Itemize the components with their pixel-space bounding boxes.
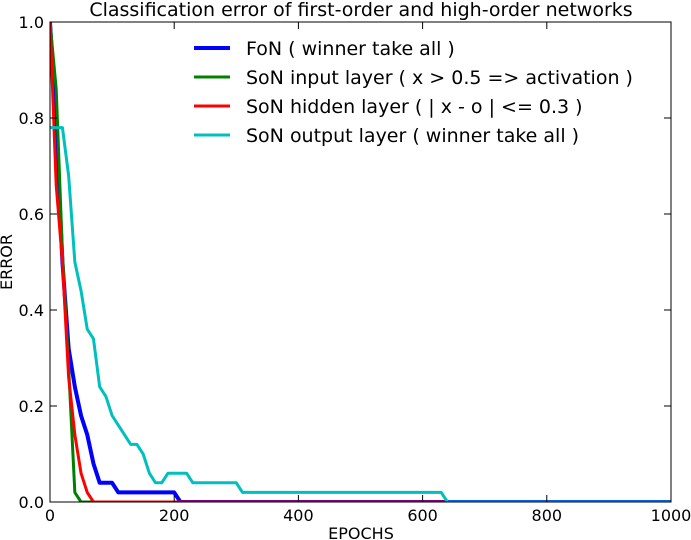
y-tick-label: 0.0 [19,493,44,512]
x-axis-title: EPOCHS [328,524,394,540]
series-line-2 [50,22,671,502]
x-tick-label: 1000 [651,506,691,525]
legend-label-1: FoN ( winner take all ) [246,38,455,60]
y-tick-label: 1.0 [19,13,44,32]
x-tick-label: 800 [532,506,563,525]
x-tick-label: 400 [283,506,314,525]
legend-label-2: SoN input layer ( x > 0.5 => activation … [246,67,633,89]
series-lines [50,22,671,502]
x-tick-label: 0 [45,506,55,525]
y-axis-title: ERROR [0,234,16,290]
series-line-3 [50,22,671,502]
y-tick-label: 0.4 [19,301,44,320]
y-tick-label: 0.6 [19,205,44,224]
series-line-1 [50,22,671,502]
y-tick-label: 0.2 [19,397,44,416]
x-tick-label: 600 [407,506,438,525]
y-tick-label: 0.8 [19,109,44,128]
legend: FoN ( winner take all ) SoN input layer (… [194,38,633,147]
plot-area: 0 200 400 600 800 1000 0.0 0.2 0.4 0.6 0.8 1.0 [19,13,691,525]
x-tick-label: 200 [159,506,190,525]
plot-frame [49,21,672,503]
chart-title: Classification error of first-order and … [89,0,632,21]
series-line-4 [50,126,671,502]
legend-label-4: SoN output layer ( winner take all ) [246,125,579,147]
legend-label-3: SoN hidden layer ( | x - o | <= 0.3 ) [246,96,583,118]
